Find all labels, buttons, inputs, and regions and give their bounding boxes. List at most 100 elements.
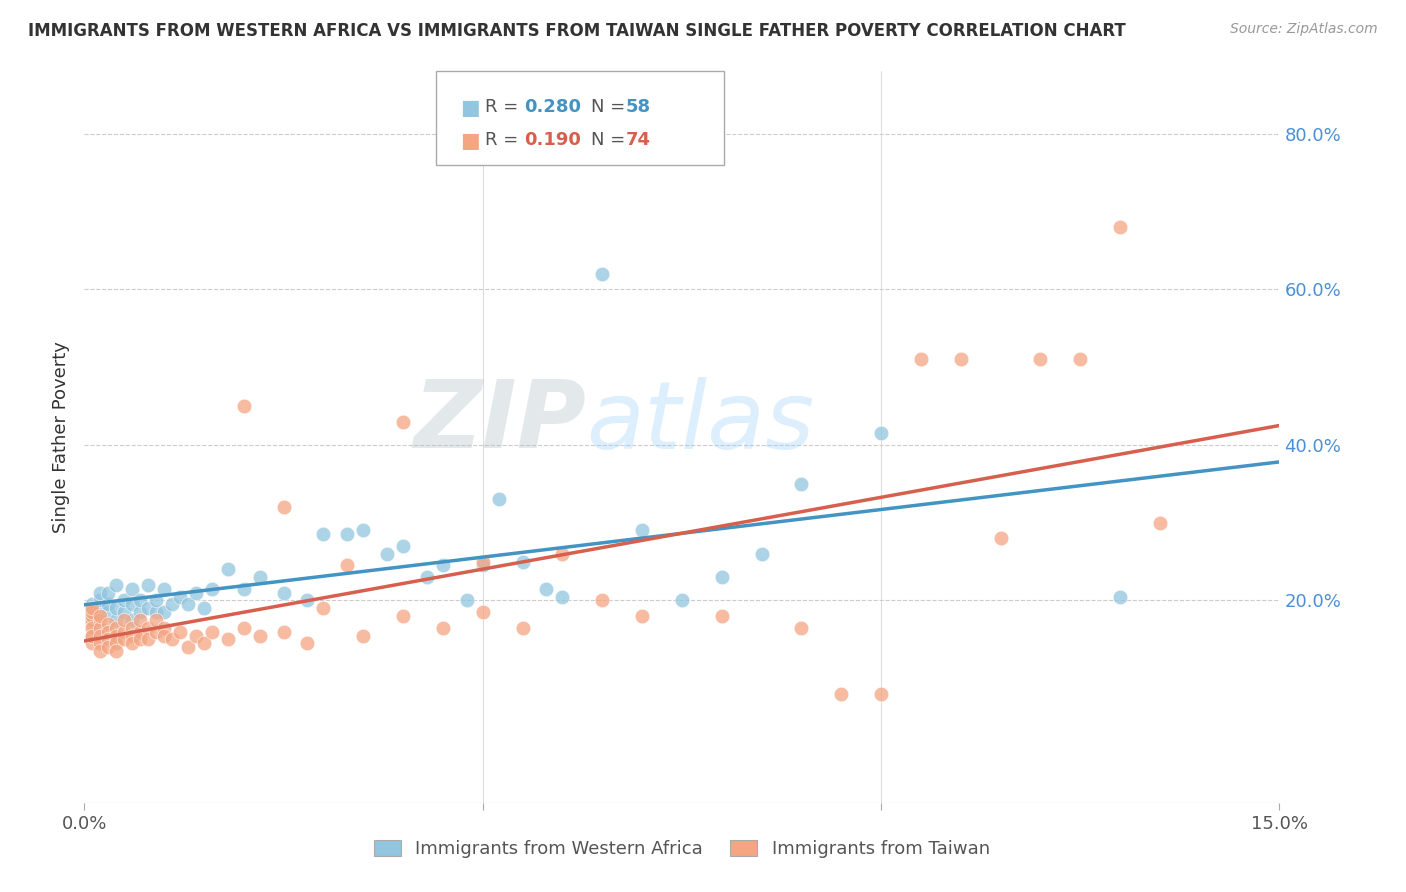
Point [488,492,510,507]
Point [273,500,295,515]
Point [82,605,104,619]
Point [591,267,613,281]
Point [153,628,176,642]
Point [751,547,773,561]
Point [392,539,415,553]
Point [97,616,120,631]
Text: ZIP: ZIP [413,376,586,468]
Point [121,582,143,596]
Point [136,578,159,592]
Point [1109,590,1132,604]
Point [112,624,135,639]
Point [232,621,254,635]
Point [193,636,215,650]
Point [297,636,319,650]
Point [89,621,111,635]
Point [129,632,152,647]
Point [671,593,693,607]
Point [273,624,295,639]
Point [160,632,183,647]
Point [89,585,111,599]
Point [232,399,254,413]
Point [1109,219,1132,234]
Point [471,605,494,619]
Point [136,621,159,635]
Point [82,613,104,627]
Point [551,590,574,604]
Point [105,644,128,658]
Text: R =: R = [485,131,519,149]
Text: Source: ZipAtlas.com: Source: ZipAtlas.com [1230,22,1378,37]
Point [177,598,200,612]
Point [82,621,104,635]
Point [82,598,104,612]
Point [89,644,111,658]
Point [97,624,120,639]
Point [129,593,152,607]
Point [129,624,152,639]
Text: IMMIGRANTS FROM WESTERN AFRICA VS IMMIGRANTS FROM TAIWAN SINGLE FATHER POVERTY C: IMMIGRANTS FROM WESTERN AFRICA VS IMMIGR… [28,22,1126,40]
Point [336,527,359,541]
Point [471,558,494,573]
Point [392,415,415,429]
Point [145,593,167,607]
Point [375,547,398,561]
Point [177,640,200,655]
Point [432,621,454,635]
Point [97,585,120,599]
Point [89,609,111,624]
Point [97,640,120,655]
Point [89,613,111,627]
Text: ■: ■ [460,131,479,151]
Point [217,562,239,576]
Point [145,605,167,619]
Point [312,601,335,615]
Point [121,613,143,627]
Text: N =: N = [591,98,624,116]
Point [201,624,224,639]
Point [710,570,733,584]
Point [392,609,415,624]
Point [82,628,104,642]
Point [121,598,143,612]
Point [273,585,295,599]
Point [790,621,813,635]
Point [710,609,733,624]
Point [89,636,111,650]
Point [82,609,104,624]
Point [352,628,374,642]
Point [169,624,191,639]
Point [591,593,613,607]
Point [145,613,167,627]
Point [432,558,454,573]
Point [89,628,111,642]
Point [217,632,239,647]
Point [105,621,128,635]
Point [82,636,104,650]
Point [89,593,111,607]
Point [97,632,120,647]
Text: R =: R = [485,98,519,116]
Point [512,555,534,569]
Point [112,593,135,607]
Point [89,609,111,624]
Point [910,352,932,367]
Point [105,578,128,592]
Point [129,605,152,619]
Point [153,621,176,635]
Text: 0.190: 0.190 [524,131,581,149]
Point [512,621,534,635]
Text: N =: N = [591,131,624,149]
Point [105,613,128,627]
Point [336,558,359,573]
Text: 0.280: 0.280 [524,98,582,116]
Text: atlas: atlas [586,377,814,468]
Point [82,605,104,619]
Point [536,582,558,596]
Point [145,624,167,639]
Text: 58: 58 [626,98,651,116]
Point [201,582,224,596]
Point [82,601,104,615]
Point [121,636,143,650]
Point [990,531,1012,545]
